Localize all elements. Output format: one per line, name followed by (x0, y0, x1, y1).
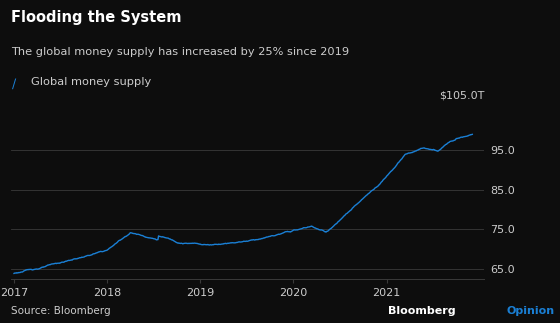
Text: Global money supply: Global money supply (31, 77, 151, 87)
Text: The global money supply has increased by 25% since 2019: The global money supply has increased by… (11, 47, 349, 57)
Text: Bloomberg: Bloomberg (388, 306, 456, 316)
Text: Source: Bloomberg: Source: Bloomberg (11, 306, 111, 316)
Text: ∕: ∕ (12, 78, 17, 90)
Text: Flooding the System: Flooding the System (11, 10, 181, 25)
Text: Opinion: Opinion (506, 306, 554, 316)
Text: $105.0T: $105.0T (439, 91, 484, 101)
